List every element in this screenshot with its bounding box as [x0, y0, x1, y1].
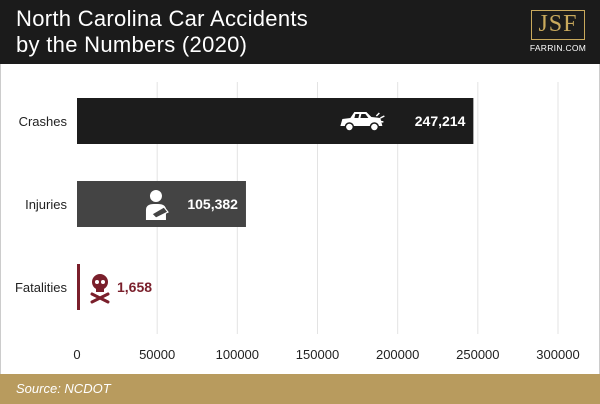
car-crash-icon — [340, 112, 385, 132]
header-banner: North Carolina Car Accidents by the Numb… — [0, 0, 600, 64]
car-wheel — [369, 122, 380, 132]
source-note: Source: NCDOT — [16, 381, 111, 396]
skull-eye — [101, 280, 105, 284]
x-tick-label-3: 150000 — [296, 347, 339, 362]
category-label-fatalities: Fatalities — [15, 280, 68, 295]
value-label-fatalities: 1,658 — [117, 279, 152, 295]
car-window — [360, 114, 369, 118]
category-label-injuries: Injuries — [25, 197, 67, 212]
x-tick-label-1: 50000 — [139, 347, 175, 362]
x-tick-label-4: 200000 — [376, 347, 419, 362]
injured-person-icon — [145, 190, 169, 220]
person-head — [149, 190, 162, 202]
bar-fatalities — [77, 264, 80, 310]
title-line-2: by the Numbers (2020) — [16, 32, 248, 57]
skull-eye — [95, 280, 99, 284]
x-tick-label-5: 250000 — [456, 347, 499, 362]
person-sling — [150, 206, 169, 219]
title-line-1: North Carolina Car Accidents — [16, 6, 309, 31]
logo-website: FARRIN.COM — [529, 43, 587, 53]
category-label-crashes: Crashes — [19, 114, 68, 129]
crossbones — [90, 292, 110, 304]
skull-crossbones-icon — [90, 274, 110, 304]
plot-area: 0 50000 100000 150000 200000 250000 300000 Cras… — [0, 64, 600, 374]
chart-title: North Carolina Car Accidents by the Numb… — [16, 6, 456, 58]
car-window — [354, 114, 360, 118]
x-tick-label-6: 300000 — [536, 347, 579, 362]
skull-head — [92, 274, 108, 290]
value-label-crashes: 247,214 — [415, 113, 466, 129]
bar-chart: 0 50000 100000 150000 200000 250000 300000 Cras… — [15, 82, 580, 362]
skull-jaw — [96, 287, 104, 292]
crash-mark — [375, 112, 385, 123]
farrin-logo: JSF FARRIN.COM — [528, 10, 588, 56]
x-tick-label-2: 100000 — [216, 347, 259, 362]
logo-mark: JSF — [531, 10, 585, 40]
value-label-injuries: 105,382 — [187, 196, 238, 212]
car-wheel — [344, 122, 355, 132]
bar-crashes — [77, 98, 474, 144]
footer-banner: Source: NCDOT — [0, 374, 600, 404]
x-tick-label-0: 0 — [73, 347, 80, 362]
